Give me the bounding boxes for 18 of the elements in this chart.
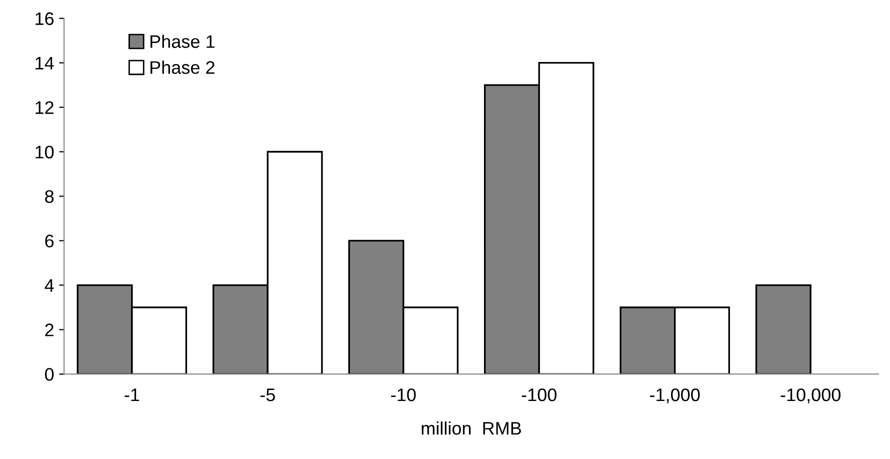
legend-label: Phase 1	[150, 34, 214, 48]
y-tick-label: 14	[36, 56, 54, 70]
y-tick-label: 16	[36, 12, 54, 26]
y-tick-label: 4	[44, 279, 54, 292]
y-tick-label: 6	[45, 234, 54, 248]
x-tick-label: -1	[124, 388, 140, 402]
y-tick-label: 2	[45, 324, 54, 336]
x-tick-label: -10	[391, 388, 416, 402]
y-tick-label: 8	[45, 190, 54, 203]
y-tick-label: 12	[36, 101, 54, 114]
x-tick-label: -10,000	[780, 388, 840, 404]
y-tick-label: 10	[36, 146, 54, 158]
x-tick-label: -1,000	[650, 388, 700, 404]
x-axis-title: million RMB	[422, 421, 521, 435]
y-tick-label: 0	[45, 368, 54, 381]
legend-label: Phase 2	[150, 60, 214, 74]
x-tick-label: -5	[260, 388, 275, 402]
x-tick-label: -100	[522, 388, 556, 402]
